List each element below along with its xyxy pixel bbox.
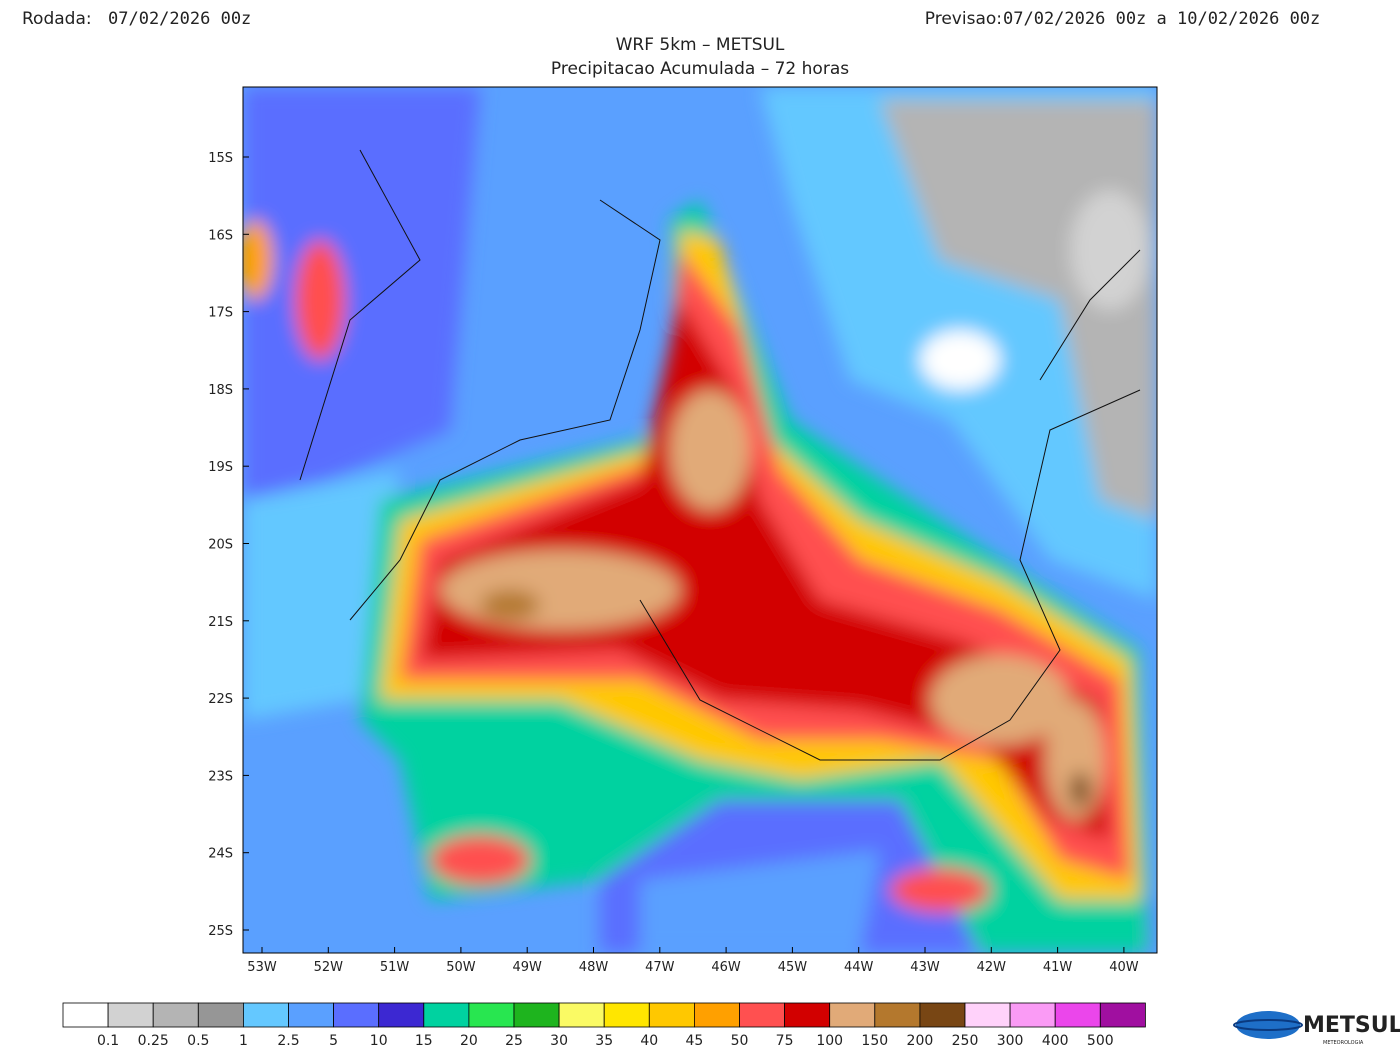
legend-swatch (333, 1002, 380, 1028)
logo-tagline: METEOROLOGIA (1323, 1040, 1364, 1046)
legend: 0.1 0.25 0.5 1 2.5 5 10 15 20 25 30 35 40 45 50 75 100 15… (62, 1002, 1146, 1049)
run-label: Rodada: (22, 9, 92, 29)
legend-label: 300 (997, 1033, 1024, 1049)
lon-label: 40W (1109, 960, 1139, 975)
legend-swatch (694, 1002, 740, 1028)
lat-label: 21S (208, 615, 233, 630)
legend-swatch (1099, 1002, 1146, 1028)
legend-label: 30 (550, 1033, 568, 1049)
legend-swatch (1009, 1002, 1056, 1028)
legend-label: 5 (329, 1033, 338, 1049)
legend-label: 45 (685, 1033, 703, 1049)
lon-label: 53W (247, 960, 277, 975)
lon-label: 45W (778, 960, 808, 975)
legend-label: 400 (1042, 1033, 1069, 1049)
lon-label: 44W (844, 960, 874, 975)
lon-axis: 53W 52W 51W 50W 49W 48W 47W 46W 45W 44W 43W 42W 41W 4… (247, 947, 1139, 975)
legend-swatch (288, 1002, 334, 1028)
legend-label: 200 (907, 1033, 934, 1049)
lat-label: 20S (208, 538, 233, 553)
legend-label: 25 (505, 1033, 523, 1049)
lat-label: 22S (208, 692, 233, 707)
logo-name: METSUL (1303, 1013, 1400, 1038)
legend-label: 15 (415, 1033, 433, 1049)
legend-label: 35 (595, 1033, 613, 1049)
legend-swatch (1054, 1002, 1101, 1028)
lat-axis: 15S 16S 17S 18S 19S 20S 21S 22S 23S 24S 25S (208, 151, 249, 939)
lon-label: 52W (314, 960, 344, 975)
lat-label: 19S (208, 460, 233, 475)
legend-swatch (378, 1002, 425, 1028)
lon-label: 42W (977, 960, 1007, 975)
legend-swatch (739, 1002, 785, 1028)
legend-swatch (558, 1002, 605, 1028)
legend-swatch (603, 1002, 650, 1028)
lon-label: 41W (1043, 960, 1073, 975)
legend-label: 500 (1087, 1033, 1114, 1049)
legend-label: 100 (816, 1033, 843, 1049)
lon-label: 48W (579, 960, 609, 975)
legend-label: 75 (776, 1033, 794, 1049)
lon-label: 46W (711, 960, 741, 975)
legend-swatch (242, 1002, 289, 1028)
lon-label: 50W (446, 960, 476, 975)
legend-swatch (648, 1002, 695, 1028)
legend-swatch (829, 1002, 876, 1028)
legend-label: 150 (861, 1033, 888, 1049)
legend-label: 0.25 (138, 1033, 169, 1049)
title: WRF 5km – METSUL (616, 35, 785, 55)
lat-label: 25S (208, 924, 233, 939)
lon-label: 47W (645, 960, 675, 975)
legend-swatch (107, 1002, 154, 1028)
run-value: 07/02/2026 00z (108, 9, 251, 29)
legend-label: 0.1 (97, 1033, 119, 1049)
legend-swatch (152, 1002, 199, 1028)
legend-label: 250 (952, 1033, 979, 1049)
legend-label: 0.5 (187, 1033, 209, 1049)
lat-label: 24S (208, 847, 233, 862)
logo: METSUL METEOROLOGIA (1233, 1011, 1400, 1046)
legend-swatch (874, 1002, 921, 1028)
legend-swatch (62, 1002, 109, 1028)
lon-label: 51W (380, 960, 410, 975)
legend-label: 10 (370, 1033, 388, 1049)
legend-label: 50 (731, 1033, 749, 1049)
lat-label: 18S (208, 383, 233, 398)
legend-swatch (513, 1002, 560, 1028)
legend-swatch (964, 1002, 1011, 1028)
forecast-value: 07/02/2026 00z a 10/02/2026 00z (1003, 9, 1320, 29)
legend-swatch (919, 1002, 966, 1028)
lat-label: 16S (208, 228, 233, 243)
lon-label: 49W (512, 960, 542, 975)
precip-field (243, 87, 1157, 953)
lat-label: 15S (208, 151, 233, 166)
legend-label: 20 (460, 1033, 478, 1049)
forecast-label: Previsao: (925, 9, 1002, 29)
legend-swatch (197, 1002, 244, 1028)
lat-label: 17S (208, 306, 233, 321)
legend-swatch (784, 1002, 831, 1028)
legend-label: 1 (239, 1033, 248, 1049)
legend-swatch (423, 1002, 470, 1028)
map-frame (242, 86, 1158, 954)
lon-label: 43W (910, 960, 940, 975)
legend-label: 2.5 (277, 1033, 299, 1049)
subtitle: Precipitacao Acumulada – 72 horas (551, 59, 849, 79)
legend-label: 40 (640, 1033, 658, 1049)
legend-swatch (468, 1002, 515, 1028)
lat-label: 23S (208, 769, 233, 784)
